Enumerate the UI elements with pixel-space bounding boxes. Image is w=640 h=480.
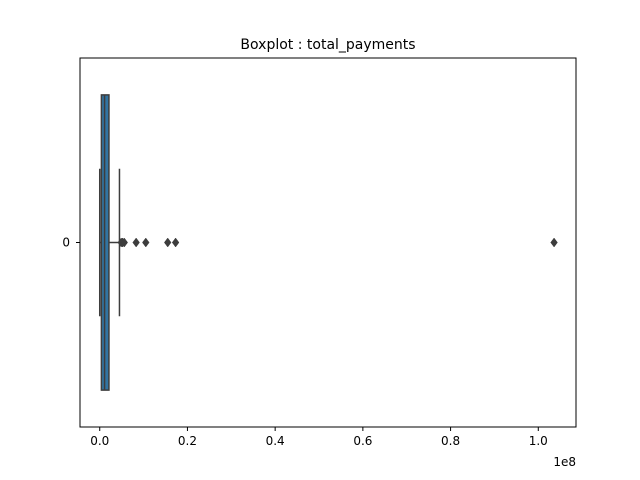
outlier-point xyxy=(171,237,180,248)
x-tick-label: 0.0 xyxy=(90,434,109,448)
x-tick-label: 0.6 xyxy=(353,434,372,448)
axes-frame xyxy=(79,57,577,428)
y-tick-label: 0 xyxy=(62,236,70,250)
outlier-point xyxy=(142,237,150,248)
plot-area xyxy=(98,94,558,391)
x-tick-label: 0.4 xyxy=(266,434,285,448)
outlier-point xyxy=(120,237,128,248)
outlier-point xyxy=(132,237,140,248)
outlier-point xyxy=(550,237,558,248)
x-tick-label: 0.8 xyxy=(441,434,460,448)
x-scale-label: 1e8 xyxy=(553,455,576,469)
chart-title: Boxplot : total_payments xyxy=(240,37,415,53)
x-tick-label: 1.0 xyxy=(529,434,548,448)
outlier-point xyxy=(164,237,172,248)
x-tick-label: 0.2 xyxy=(178,434,197,448)
